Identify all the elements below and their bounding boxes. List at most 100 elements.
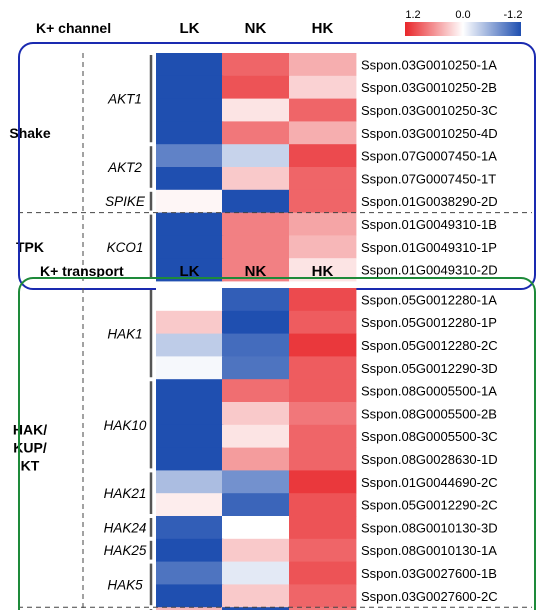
column-header: LK	[180, 263, 200, 280]
heatmap-cell	[222, 402, 290, 426]
family-label: TPK	[16, 239, 44, 255]
gene-label: HAK24	[104, 520, 147, 535]
heatmap-cell	[156, 424, 224, 448]
heatmap-cell	[222, 447, 290, 471]
heatmap-cell	[156, 379, 224, 403]
gene-id-label: Sspon.07G0007450-1A	[361, 149, 497, 164]
gene-label: AKT1	[107, 92, 142, 107]
gene-id-label: Sspon.03G0010250-4D	[361, 126, 498, 141]
panel-title: K+ transport	[40, 263, 124, 279]
heatmap-cell	[289, 424, 357, 448]
gene-label: HAK5	[107, 577, 143, 592]
heatmap-cell	[156, 189, 224, 213]
heatmap-cell	[222, 470, 290, 494]
gene-id-label: Sspon.03G0010250-2B	[361, 80, 497, 95]
heatmap-cell	[289, 144, 357, 168]
gene-label: AKT2	[107, 160, 142, 175]
heatmap-cell	[222, 212, 290, 236]
gene-id-label: Sspon.08G0005500-2B	[361, 406, 497, 421]
heatmap-cell	[222, 258, 290, 282]
heatmap-cell	[222, 75, 290, 99]
heatmap-cell	[222, 288, 290, 312]
heatmap-cell	[289, 167, 357, 191]
column-header: NK	[245, 263, 267, 280]
heatmap-cell	[156, 561, 224, 585]
heatmap-cell	[289, 75, 357, 99]
heatmap-cell	[156, 310, 224, 334]
heatmap-cell	[289, 607, 357, 610]
heatmap-cell	[289, 235, 357, 259]
heatmap-cell	[156, 212, 224, 236]
column-header: NK	[245, 20, 267, 37]
heatmap-cell	[156, 607, 224, 610]
heatmap-cell	[156, 258, 224, 282]
heatmap-cell	[222, 607, 290, 610]
heatmap-cell	[156, 288, 224, 312]
gene-label: HAK25	[104, 543, 147, 558]
gene-id-label: Sspon.05G0012280-2C	[361, 338, 498, 353]
heatmap-cell	[222, 167, 290, 191]
gene-id-label: Sspon.08G0005500-3C	[361, 429, 498, 444]
heatmap-cell	[289, 98, 357, 122]
heatmap-cell	[289, 516, 357, 540]
heatmap-cell	[289, 584, 357, 608]
heatmap-cell	[289, 53, 357, 77]
heatmap-cell	[156, 98, 224, 122]
panel-title: K+ channel	[36, 20, 111, 36]
gene-id-label: Sspon.01G0049310-1P	[361, 240, 497, 255]
heatmap-cell	[156, 447, 224, 471]
heatmap-cell	[289, 121, 357, 145]
gene-label: SPIKE	[105, 194, 146, 209]
heatmap-cell	[289, 212, 357, 236]
heatmap-cell	[222, 356, 290, 380]
gene-label: HAK21	[104, 486, 147, 501]
heatmap-cell	[289, 333, 357, 357]
heatmap-cell	[156, 584, 224, 608]
color-scale-label: 0.0	[455, 9, 470, 21]
heatmap-cell	[222, 379, 290, 403]
column-header: LK	[180, 20, 200, 37]
heatmap-cell	[289, 379, 357, 403]
gene-id-label: Sspon.05G0012280-1P	[361, 315, 497, 330]
gene-id-label: Sspon.08G0010130-1A	[361, 543, 497, 558]
panel-border	[18, 277, 536, 610]
column-header: HK	[312, 263, 334, 280]
heatmap-cell	[289, 288, 357, 312]
heatmap-cell	[222, 584, 290, 608]
gene-id-label: Sspon.08G0005500-1A	[361, 384, 497, 399]
family-label: Shake	[9, 125, 50, 141]
family-label: HAK/KUP/KT	[13, 422, 47, 474]
heatmap-cell	[156, 493, 224, 517]
gene-id-label: Sspon.05G0012280-1A	[361, 292, 497, 307]
heatmap-cell	[289, 356, 357, 380]
heatmap-cell	[289, 447, 357, 471]
heatmap-cell	[222, 561, 290, 585]
gene-id-label: Sspon.03G0010250-1A	[361, 57, 497, 72]
heatmap-cell	[222, 424, 290, 448]
gene-label: HAK10	[104, 418, 147, 433]
gene-id-label: Sspon.01G0038290-2D	[361, 194, 498, 209]
heatmap-cell	[289, 538, 357, 562]
gene-id-label: Sspon.05G0012290-2C	[361, 498, 498, 513]
heatmap-cell	[222, 493, 290, 517]
gene-id-label: Sspon.01G0049310-2D	[361, 263, 498, 278]
heatmap-cell	[222, 516, 290, 540]
heatmap-cell	[222, 144, 290, 168]
heatmap-cell	[222, 235, 290, 259]
heatmap-cell	[156, 75, 224, 99]
heatmap-cell	[289, 561, 357, 585]
heatmap-cell	[222, 310, 290, 334]
heatmap-cell	[222, 121, 290, 145]
heatmap-cell	[156, 167, 224, 191]
heatmap-cell	[156, 402, 224, 426]
gene-id-label: Sspon.03G0027600-1B	[361, 566, 497, 581]
gene-id-label: Sspon.07G0007450-1T	[361, 171, 496, 186]
gene-id-label: Sspon.03G0027600-2C	[361, 589, 498, 604]
heatmap-cell	[289, 258, 357, 282]
heatmap-cell	[156, 235, 224, 259]
heatmap-cell	[156, 333, 224, 357]
gene-id-label: Sspon.01G0049310-1B	[361, 217, 497, 232]
column-header: HK	[312, 20, 334, 37]
heatmap-cell	[156, 538, 224, 562]
